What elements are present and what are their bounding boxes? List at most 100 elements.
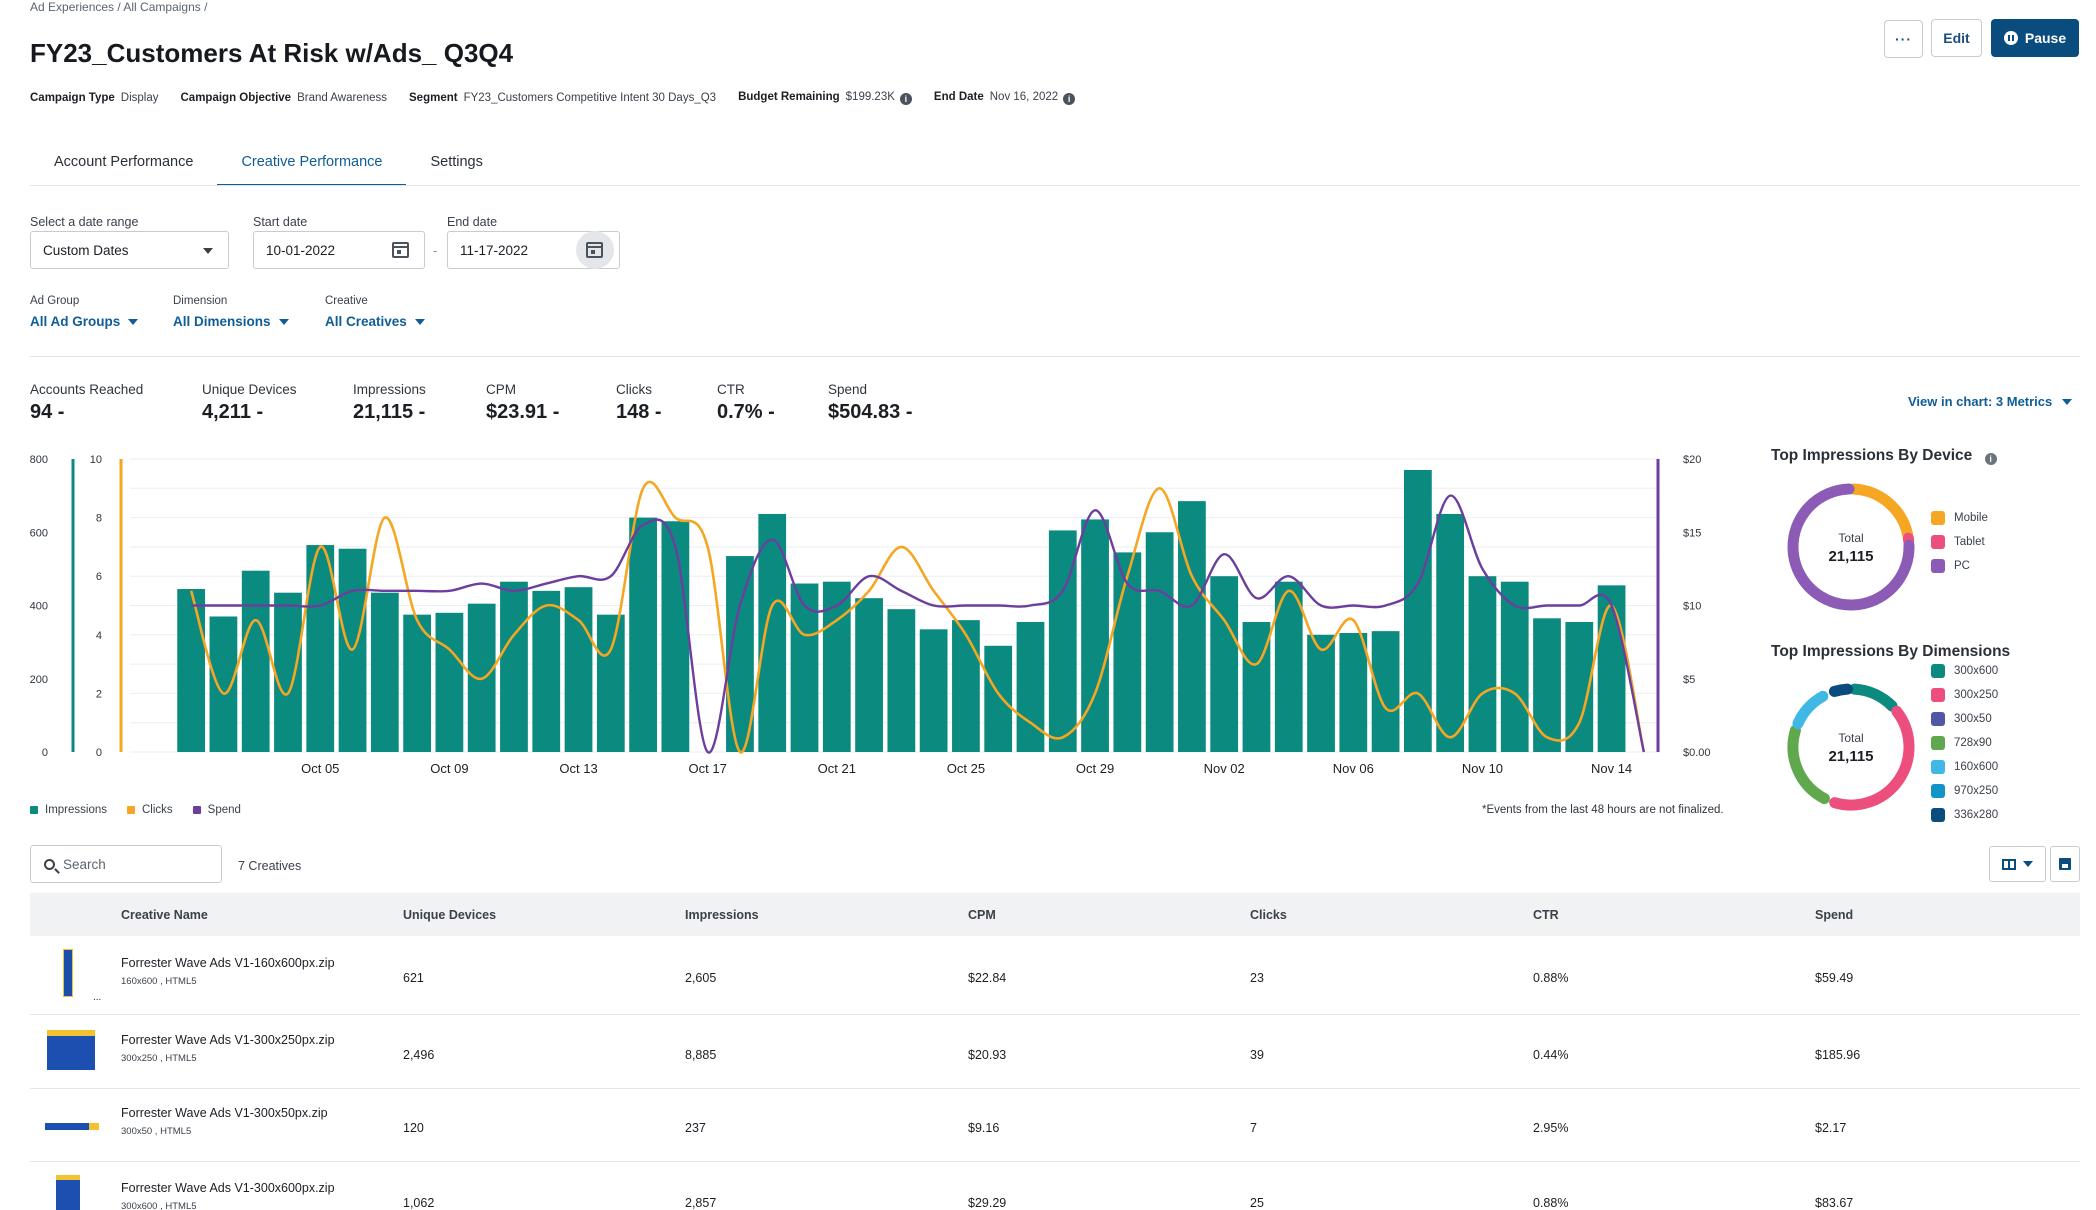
dimension-donut-chart (1787, 683, 1915, 811)
edit-button[interactable]: Edit (1931, 19, 1982, 57)
spend-cell: $59.49 (1815, 971, 1854, 985)
legend-spend[interactable]: Spend (192, 804, 241, 816)
y-tick-clicks: 4 (96, 630, 102, 642)
legend-item[interactable]: 300x250 (1931, 683, 1998, 707)
pause-button[interactable]: Pause (1991, 19, 2079, 57)
col-creative-name[interactable]: Creative Name (121, 908, 208, 922)
calendar-icon[interactable] (392, 242, 409, 258)
donut-slice[interactable] (1849, 683, 1898, 712)
ad-group-dropdown[interactable]: All Ad Groups (30, 314, 139, 329)
legend-swatch (1931, 688, 1945, 702)
columns-button[interactable] (1989, 846, 2046, 882)
legend-item[interactable]: 970x250 (1931, 779, 1998, 803)
legend-item[interactable]: Mobile (1931, 506, 1988, 530)
legend-swatch (1931, 511, 1945, 525)
col-clicks[interactable]: Clicks (1250, 908, 1287, 922)
legend-item[interactable]: 728x90 (1931, 731, 1998, 755)
impressions-bar (1178, 501, 1206, 752)
table-row[interactable]: ... Forrester Wave Ads V1-160x600px.zip 1… (30, 936, 2080, 1015)
dimension-dropdown[interactable]: All Dimensions (173, 314, 289, 329)
impressions-bar (403, 614, 432, 752)
device-donut-title: Top Impressions By Device i (1771, 447, 1997, 465)
legend-swatch (1931, 559, 1945, 573)
legend-swatch (1931, 760, 1945, 774)
metric-spend: Spend $504.83 - (828, 382, 913, 424)
legend-item[interactable]: Tablet (1931, 530, 1988, 554)
impressions-bar (1210, 576, 1239, 752)
start-date-input[interactable]: 10-01-2022 (253, 231, 425, 269)
impressions-cell: 2,605 (685, 971, 717, 985)
table-row[interactable]: Forrester Wave Ads V1-300x50px.zip 300x50… (30, 1089, 2080, 1162)
end-date-value: 11-17-2022 (460, 242, 529, 258)
creatives-count: 7 Creatives (238, 859, 302, 873)
search-icon (44, 858, 55, 870)
dimension-label: Dimension (173, 295, 228, 307)
save-icon (2059, 858, 2071, 870)
donut-slice[interactable] (1828, 683, 1853, 697)
legend-label: Spend (207, 804, 241, 816)
impressions-cell: 237 (685, 1121, 706, 1135)
info-icon[interactable]: i (1984, 453, 1997, 465)
info-icon[interactable]: i (1063, 93, 1076, 105)
legend-item[interactable]: 336x280 (1931, 803, 1998, 827)
donut-slice[interactable] (1829, 705, 1915, 811)
donut-total-label: Total (1838, 531, 1864, 545)
col-spend[interactable]: Spend (1815, 908, 1854, 922)
ad-group-filter[interactable]: Ad Group All Ad Groups (30, 295, 139, 329)
date-separator: - (433, 243, 438, 258)
legend-item[interactable]: PC (1931, 554, 1988, 578)
view-in-chart-dropdown[interactable]: View in chart: 3 Metrics (1908, 394, 2073, 409)
calendar-button[interactable] (576, 231, 614, 269)
impressions-cell: 8,885 (685, 1048, 717, 1062)
end-date-input[interactable]: 11-17-2022 (447, 231, 620, 269)
breadcrumb[interactable]: Ad Experiences / All Campaigns / (30, 0, 208, 14)
impressions-bar (1597, 585, 1626, 752)
creative-format: 160x600 , HTML5 (121, 976, 197, 987)
creative-thumbnail (45, 1123, 99, 1130)
x-tick-label: Nov 06 (1333, 761, 1374, 776)
donut-slice[interactable] (1847, 483, 1914, 540)
donut-slice[interactable] (1787, 483, 1915, 611)
y-tick-impressions: 600 (30, 527, 48, 539)
metric-label: Unique Devices (202, 382, 297, 397)
creative-dropdown[interactable]: All Creatives (325, 314, 425, 329)
metric-value: 0.7% - (717, 401, 775, 423)
col-impressions[interactable]: Impressions (685, 908, 759, 922)
more-actions-button[interactable]: ··· (1884, 20, 1923, 58)
export-button[interactable] (2050, 846, 2080, 882)
tab-settings[interactable]: Settings (430, 154, 483, 170)
device-donut-total: Total 21,115 (1791, 531, 1911, 565)
info-icon[interactable]: i (899, 93, 912, 105)
legend-impressions[interactable]: Impressions (30, 804, 107, 816)
segment-label: Segment (409, 92, 458, 104)
tab-creative-performance[interactable]: Creative Performance (217, 145, 407, 186)
impressions-bar (1016, 621, 1045, 752)
donut-slice[interactable] (1792, 690, 1829, 730)
tab-account-performance[interactable]: Account Performance (54, 154, 194, 170)
y-tick-clicks: 2 (96, 688, 102, 700)
legend-item[interactable]: 300x50 (1931, 707, 1998, 731)
y-tick-clicks: 8 (96, 513, 102, 525)
donut-slice[interactable] (1787, 724, 1830, 805)
date-range-select[interactable]: Custom Dates (30, 231, 229, 269)
col-unique-devices[interactable]: Unique Devices (403, 908, 497, 922)
creative-filter[interactable]: Creative All Creatives (325, 295, 425, 329)
table-row[interactable]: Forrester Wave Ads V1-300x600px.zip 300x6… (30, 1162, 2080, 1210)
col-cpm[interactable]: CPM (968, 908, 996, 922)
dimension-filter[interactable]: Dimension All Dimensions (173, 295, 289, 329)
dimension-value: All Dimensions (173, 314, 271, 329)
table-row[interactable]: Forrester Wave Ads V1-300x250px.zip 300x2… (30, 1015, 2080, 1089)
search-input[interactable]: Search (30, 845, 222, 883)
legend-clicks[interactable]: Clicks (127, 804, 173, 816)
impressions-bar (919, 629, 948, 752)
col-ctr[interactable]: CTR (1533, 908, 1559, 922)
metric-value: 4,211 - (202, 401, 264, 423)
x-tick-label: Oct 29 (1076, 761, 1114, 776)
device-donut-title-text: Top Impressions By Device (1771, 447, 1973, 464)
impressions-bar (1403, 469, 1432, 752)
legend-item[interactable]: 300x600 (1931, 659, 1998, 683)
legend-label: 300x600 (1954, 665, 1999, 677)
legend-item[interactable]: 160x600 (1931, 755, 1998, 779)
date-range-value: Custom Dates (43, 242, 129, 258)
x-tick-label: Oct 13 (559, 761, 597, 776)
